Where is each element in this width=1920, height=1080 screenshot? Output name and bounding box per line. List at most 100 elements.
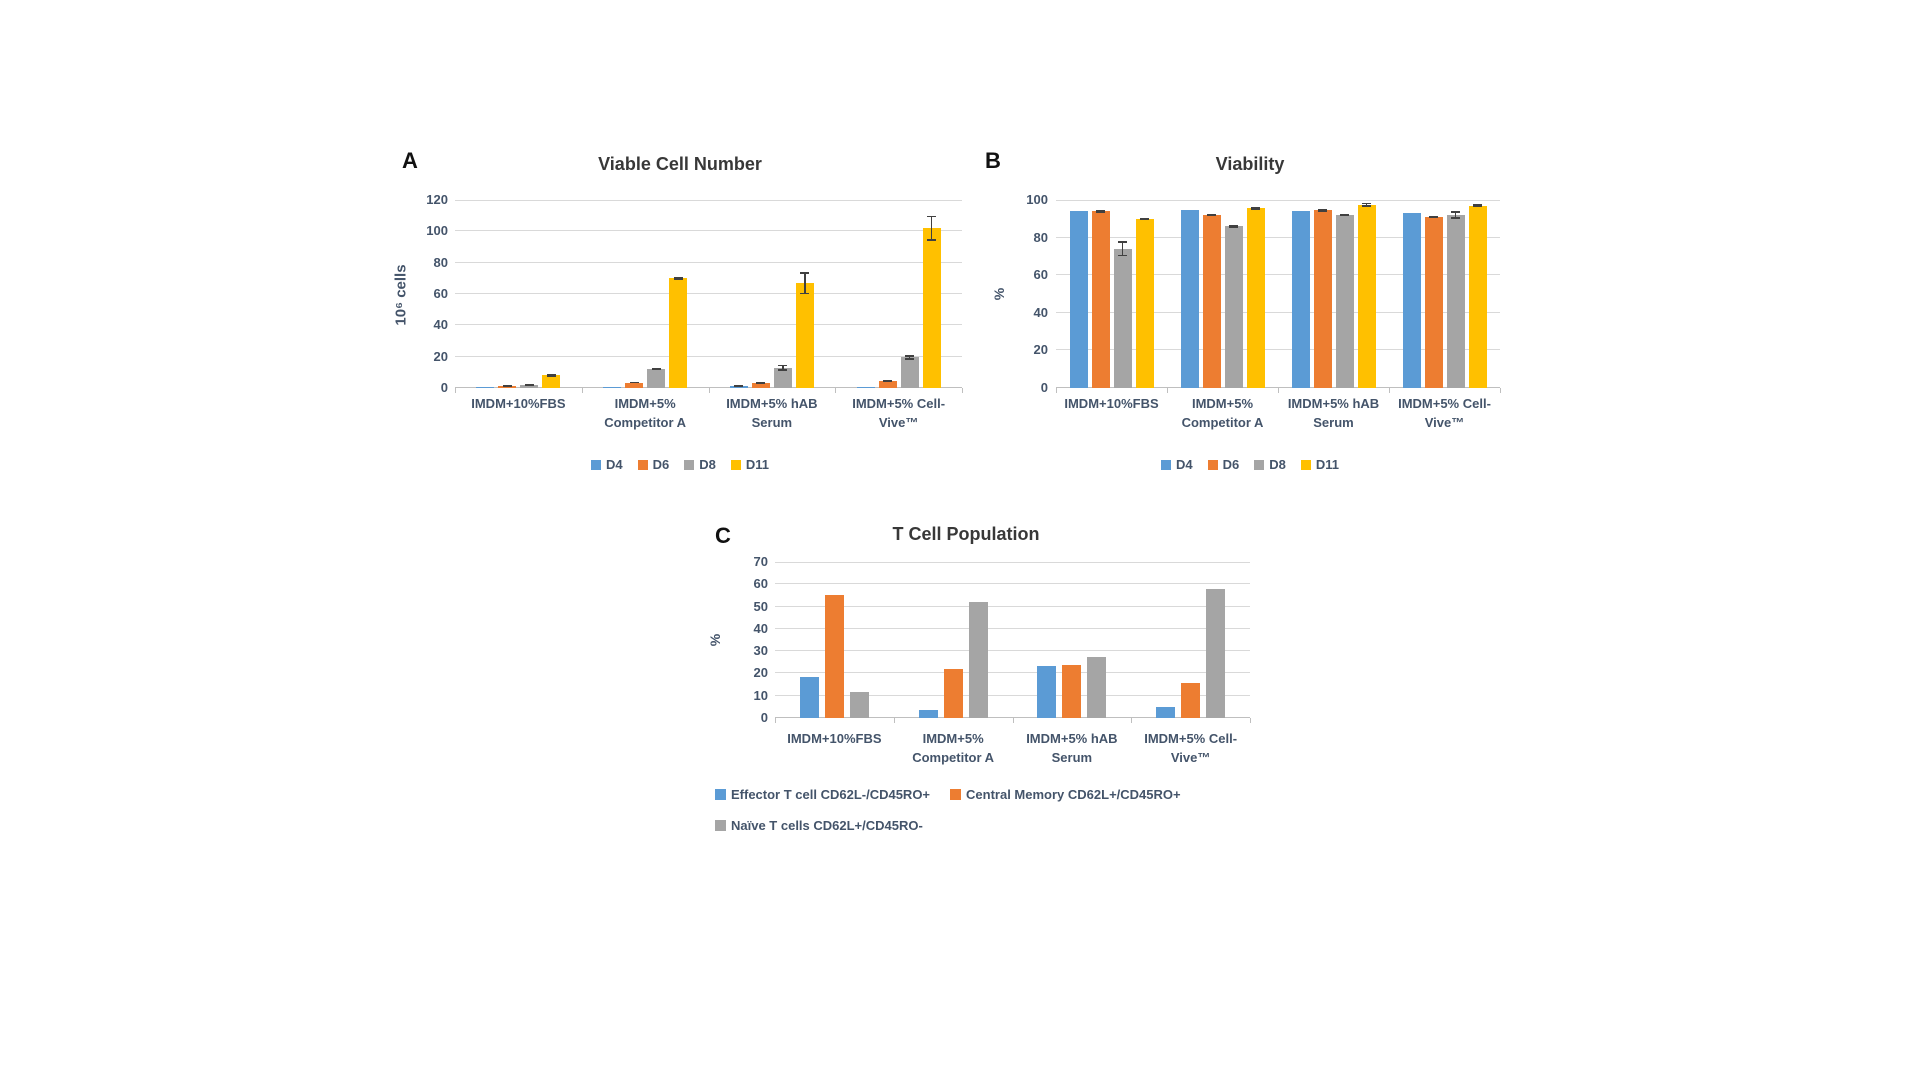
x-axis-tick-mark <box>893 718 895 723</box>
x-axis-tick-mark <box>962 388 963 393</box>
gridline <box>775 627 1250 629</box>
error-bar <box>927 215 937 241</box>
y-axis-ticks: 0 20 40 60 80 100 <box>980 192 1052 395</box>
error-bar <box>800 272 810 295</box>
error-bar <box>524 384 534 386</box>
error-bar-cap <box>1207 214 1216 217</box>
bar-group-imdm-5-competitor-a <box>918 602 988 718</box>
y-tick-label: 50 <box>753 598 768 614</box>
error-bar-cap <box>502 385 512 387</box>
error-bar-line <box>677 276 679 280</box>
error-bar <box>1096 209 1105 213</box>
error-bar <box>1362 202 1371 207</box>
y-tick-label: 20 <box>433 348 448 364</box>
legend-swatch <box>590 459 601 470</box>
error-bar <box>734 385 744 388</box>
legend-item-d4: D4 <box>1160 457 1193 472</box>
legend-label: Central Memory CD62L+/CD45RO+ <box>966 787 1181 802</box>
legend-label: D6 <box>1222 457 1240 472</box>
x-category-label: IMDM+5% Cell-Vive™ <box>852 396 946 430</box>
legend-row: Effector T cell CD62L-/CD45RO+ Central Me… <box>715 787 1181 802</box>
error-bar-cap <box>1318 209 1327 211</box>
bar-d4 <box>476 386 495 388</box>
error-bar <box>1118 241 1127 257</box>
x-category-label: IMDM+5% Competitor A <box>912 731 995 765</box>
bar-d8 <box>900 355 919 388</box>
bar-d8 <box>773 364 792 388</box>
gridline <box>1056 349 1500 351</box>
bar-d8 <box>1335 213 1354 388</box>
bar-d4 <box>1291 211 1310 388</box>
bar-group-imdm-10-fbs <box>476 374 561 388</box>
error-bar-cap <box>778 369 788 371</box>
panel-label-a: A <box>402 148 418 173</box>
bar-d6 <box>1091 209 1110 388</box>
legend-swatch <box>730 459 741 470</box>
y-tick-label: 0 <box>1040 380 1048 395</box>
error-bar <box>1318 209 1327 212</box>
legend-item-central-memory-cd62l-cd45ro: Central Memory CD62L+/CD45RO+ <box>950 787 1181 802</box>
legend-label: Effector T cell CD62L-/CD45RO+ <box>731 787 931 802</box>
bar-d8 <box>647 368 666 388</box>
bar-na-ve-t-cells-cd62l-cd45ro <box>1206 588 1226 718</box>
bar-d11 <box>1357 202 1376 388</box>
bar-d6 <box>625 381 644 388</box>
x-category-label: IMDM+5% Competitor A <box>1181 396 1264 430</box>
legend-label: D6 <box>652 457 670 472</box>
bar-d11 <box>669 276 688 388</box>
legend-swatch <box>1254 459 1265 470</box>
bar-d11 <box>542 374 561 388</box>
error-bar <box>1429 215 1438 219</box>
error-bar-cap <box>1362 202 1371 205</box>
error-bar <box>1251 207 1260 210</box>
x-axis-tick-mark <box>1131 718 1133 723</box>
error-bar-line <box>908 355 911 360</box>
y-tick-label: 80 <box>433 254 448 270</box>
gridline <box>455 293 962 294</box>
x-category-label: IMDM+10%FBS <box>1064 396 1159 411</box>
y-tick-label: 60 <box>433 286 448 301</box>
error-bar-cap <box>673 278 683 280</box>
gridline <box>455 324 962 326</box>
error-bar-cap <box>1451 211 1460 213</box>
legend-swatch <box>1207 459 1218 470</box>
x-category-label: IMDM+10%FBS <box>787 731 882 746</box>
bar-group-imdm-10-fbs <box>1069 209 1154 388</box>
error-bar-cap <box>524 384 534 386</box>
x-axis-labels: IMDM+10%FBS IMDM+5% Competitor A IMDM+5% h… <box>1056 395 1500 433</box>
bar-d4 <box>1402 213 1421 388</box>
panel-label-c: C <box>715 523 731 548</box>
legend-swatch <box>715 820 726 831</box>
bar-groups <box>775 562 1250 718</box>
x-axis-tick-mark <box>1278 388 1279 393</box>
error-bar-cap <box>905 355 915 357</box>
legend-swatch <box>684 459 695 470</box>
bar-group-imdm-5-hab-serum <box>729 272 814 388</box>
gridline <box>775 583 1250 585</box>
legend-item-na-ve-t-cells-cd62l-cd45ro: Naïve T cells CD62L+/CD45RO- <box>715 818 923 833</box>
legend: Effector T cell CD62L-/CD45RO+ Central Me… <box>715 787 1181 833</box>
error-bar-cap <box>1118 241 1127 243</box>
error-bar-cap <box>1096 211 1105 213</box>
y-tick-label: 20 <box>753 665 768 681</box>
error-bar-cap <box>734 385 744 387</box>
gridline <box>775 650 1250 652</box>
legend-item-d8: D8 <box>1254 457 1286 472</box>
bar-d8 <box>1224 225 1243 388</box>
gridline <box>1056 311 1500 313</box>
error-bar-cap <box>1340 213 1349 216</box>
gridline <box>1056 236 1500 238</box>
panel-label-b: B <box>985 148 1001 173</box>
x-axis-line <box>775 717 1250 718</box>
bar-na-ve-t-cells-cd62l-cd45ro <box>968 602 988 718</box>
x-category-label: IMDM+5% hAB Serum <box>726 396 818 430</box>
y-tick-label: 60 <box>753 576 768 592</box>
error-bar-cap <box>1429 215 1438 218</box>
legend-swatch <box>715 789 726 800</box>
bar-groups <box>455 200 962 388</box>
error-bar-cap <box>800 292 810 295</box>
legend-item-d8: D8 <box>684 457 716 472</box>
error-bar-cap <box>1096 209 1105 212</box>
chart-panel-t-cell-population: C T Cell Population % 0 10 20 30 40 50 60 70 IM… <box>700 515 1300 860</box>
bar-group-imdm-5-cell-vive <box>1402 204 1487 388</box>
